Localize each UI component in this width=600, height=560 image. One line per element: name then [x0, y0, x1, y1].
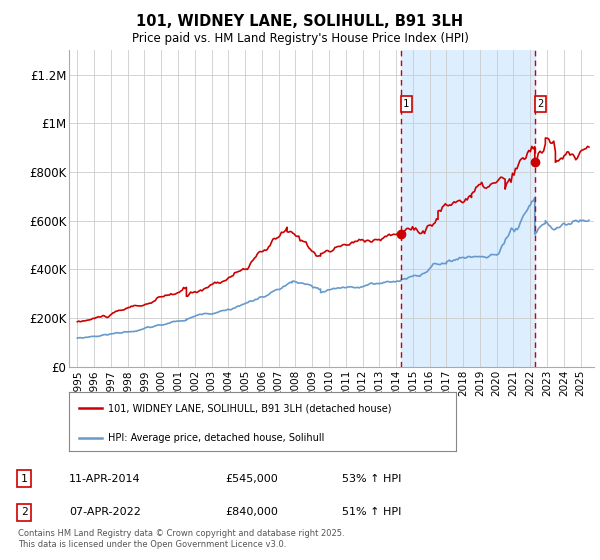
Text: 07-APR-2022: 07-APR-2022 [69, 507, 141, 517]
Text: 2: 2 [20, 507, 28, 517]
Text: £840,000: £840,000 [225, 507, 278, 517]
Text: Contains HM Land Registry data © Crown copyright and database right 2025.
This d: Contains HM Land Registry data © Crown c… [18, 529, 344, 549]
Text: 11-APR-2014: 11-APR-2014 [69, 474, 140, 484]
Text: 101, WIDNEY LANE, SOLIHULL, B91 3LH (detached house): 101, WIDNEY LANE, SOLIHULL, B91 3LH (det… [108, 403, 391, 413]
Bar [401, 50, 535, 367]
Text: Price paid vs. HM Land Registry's House Price Index (HPI): Price paid vs. HM Land Registry's House … [131, 32, 469, 45]
Text: 53% ↑ HPI: 53% ↑ HPI [342, 474, 401, 484]
Text: 1: 1 [20, 474, 28, 484]
Text: 51% ↑ HPI: 51% ↑ HPI [342, 507, 401, 517]
Text: 1: 1 [403, 99, 409, 109]
Text: 101, WIDNEY LANE, SOLIHULL, B91 3LH: 101, WIDNEY LANE, SOLIHULL, B91 3LH [136, 14, 464, 29]
Text: £545,000: £545,000 [225, 474, 278, 484]
Text: HPI: Average price, detached house, Solihull: HPI: Average price, detached house, Soli… [108, 433, 324, 443]
Text: 2: 2 [538, 99, 544, 109]
